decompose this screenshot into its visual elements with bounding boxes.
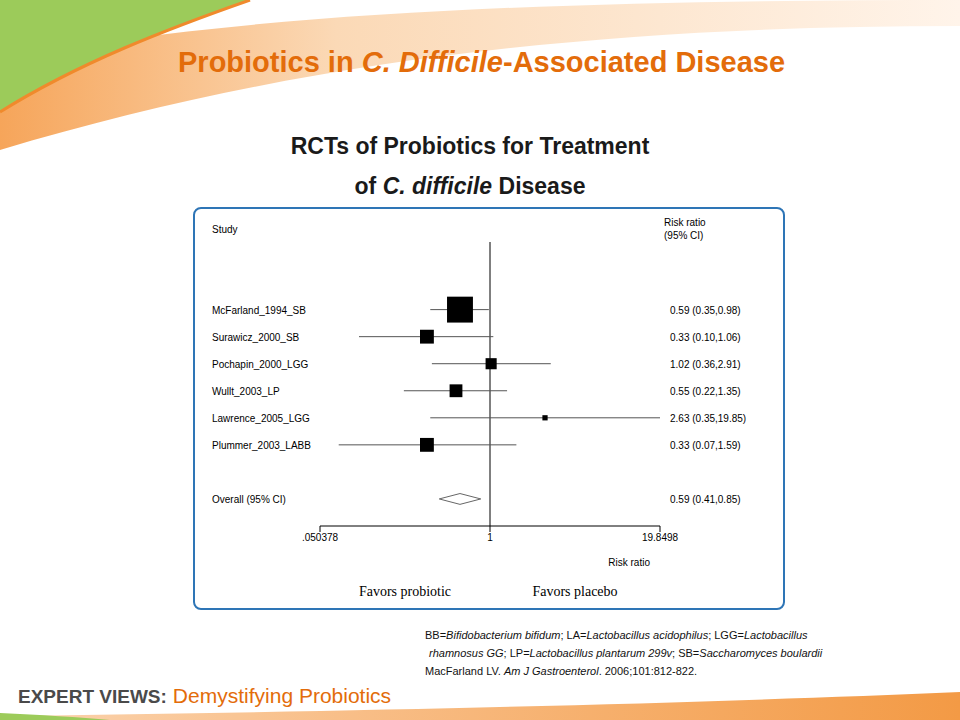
svg-text:0.33 (0.10,1.06): 0.33 (0.10,1.06) bbox=[670, 332, 741, 343]
html-text:EXPERT VIEWS: Demystifying Pro: EXPERT VIEWS: Demystifying Probiotics bbox=[18, 684, 392, 707]
svg-text:0.59 (0.41,0.85): 0.59 (0.41,0.85) bbox=[670, 494, 741, 505]
svg-text:0.59 (0.35,0.98): 0.59 (0.35,0.98) bbox=[670, 305, 741, 316]
html-text:Favors placebo: Favors placebo bbox=[532, 584, 618, 599]
html-text:Study: Study bbox=[212, 224, 238, 235]
svg-text:.050378: .050378 bbox=[302, 532, 339, 543]
html-text:BB= Bifidobacterium bifidum; L: BB= Bifidobacterium bifidum; LA= Lactoba… bbox=[425, 629, 808, 641]
html-text:of C. difficile Disease: of C. difficile Disease bbox=[354, 173, 586, 199]
svg-text:2.63 (0.35,19.85): 2.63 (0.35,19.85) bbox=[670, 413, 746, 424]
svg-text:0.55 (0.22,1.35): 0.55 (0.22,1.35) bbox=[670, 386, 741, 397]
svg-text:Plummer_2003_LABB: Plummer_2003_LABB bbox=[212, 440, 311, 451]
svg-text:Surawicz_2000_SB: Surawicz_2000_SB bbox=[212, 332, 300, 343]
html-text:(95% CI): (95% CI) bbox=[664, 230, 704, 241]
svg-text:1.02 (0.36,2.91): 1.02 (0.36,2.91) bbox=[670, 359, 741, 370]
svg-text:Pochapin_2000_LGG: Pochapin_2000_LGG bbox=[212, 359, 308, 370]
html-text:RCTs of Probiotics for Treatme: RCTs of Probiotics for Treatment bbox=[290, 133, 650, 159]
svg-text:1: 1 bbox=[487, 532, 493, 543]
html-text:rhamnosus GG; LP= Lactobacillu: rhamnosus GG; LP= Lactobacillus plantaru… bbox=[429, 647, 823, 659]
svg-text:Lawrence_2005_LGG: Lawrence_2005_LGG bbox=[212, 413, 310, 424]
html-text:MacFarland LV. Am J Gastroente: MacFarland LV. Am J Gastroenterol. 2006;… bbox=[425, 665, 698, 677]
html-text:Probiotics in C. Difficile -As: Probiotics in C. Difficile -Associated D… bbox=[178, 46, 786, 78]
html-text:Risk ratio: Risk ratio bbox=[664, 217, 706, 228]
html-text:Favors probiotic: Favors probiotic bbox=[358, 584, 452, 599]
svg-text:McFarland_1994_SB: McFarland_1994_SB bbox=[212, 305, 306, 316]
svg-text:Risk ratio: Risk ratio bbox=[608, 557, 650, 568]
svg-text:Overall (95% CI): Overall (95% CI) bbox=[212, 494, 286, 505]
svg-text:19.8498: 19.8498 bbox=[642, 532, 679, 543]
svg-text:0.33 (0.07,1.59): 0.33 (0.07,1.59) bbox=[670, 440, 741, 451]
svg-text:Wullt_2003_LP: Wullt_2003_LP bbox=[212, 386, 280, 397]
